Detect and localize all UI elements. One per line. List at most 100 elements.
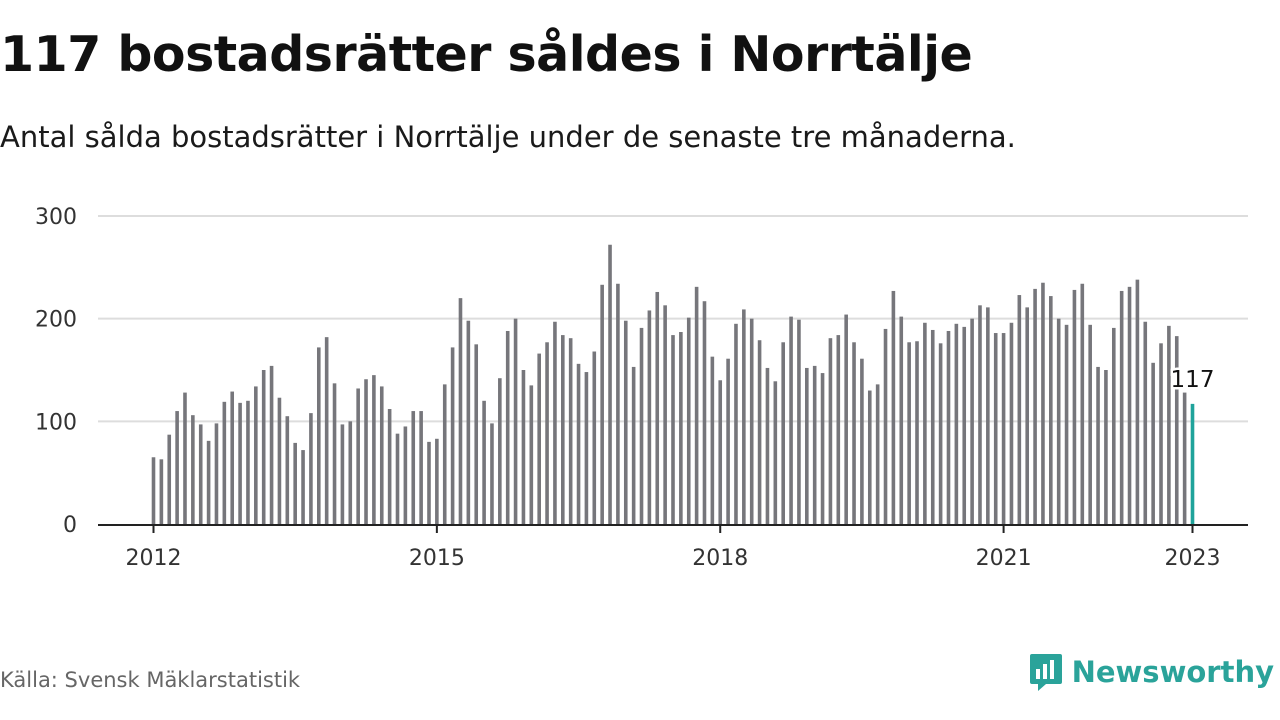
bar [167, 434, 172, 524]
bar [419, 411, 423, 524]
bar [214, 423, 219, 524]
bar [852, 342, 856, 524]
bar [348, 421, 353, 524]
bar [805, 367, 809, 524]
bar [1104, 370, 1108, 524]
bar [938, 343, 943, 524]
bar [1143, 321, 1148, 524]
highlight-value-label: 117 [1171, 367, 1215, 393]
bar [710, 356, 715, 524]
bar [387, 409, 392, 524]
bar [891, 290, 896, 524]
bar [379, 386, 384, 524]
bar [442, 384, 447, 524]
bar [867, 390, 872, 524]
bar [206, 440, 211, 524]
bar [159, 459, 164, 524]
bar [513, 318, 518, 524]
bar [812, 365, 817, 524]
brand-logo: Newsworthy [1028, 652, 1274, 692]
bar [970, 318, 974, 524]
bar [175, 411, 179, 524]
bar [1135, 279, 1140, 524]
bar [1025, 307, 1030, 524]
bar [623, 320, 628, 524]
bar [930, 329, 935, 524]
bar [663, 305, 667, 524]
bar [1080, 283, 1085, 524]
bar [923, 322, 927, 524]
bar [946, 330, 951, 524]
x-tick-label: 2012 [126, 546, 182, 571]
bar [340, 424, 345, 524]
bar [899, 316, 904, 524]
bar [631, 366, 636, 524]
bar [1151, 362, 1155, 524]
bar [907, 342, 911, 524]
bar [309, 413, 313, 524]
bar [993, 333, 998, 524]
bar [986, 307, 990, 524]
bar [647, 310, 652, 524]
bar [191, 415, 195, 524]
bar [561, 335, 565, 524]
bar [655, 291, 660, 524]
bar [686, 317, 691, 524]
bar [584, 372, 589, 524]
bar [639, 327, 644, 524]
bar [364, 379, 368, 524]
bar [435, 438, 439, 524]
bar [694, 286, 699, 524]
bar [1009, 322, 1014, 524]
bar [915, 341, 919, 524]
bar [301, 450, 305, 524]
bar [529, 385, 534, 524]
bar [246, 400, 250, 524]
y-tick-label: 100 [35, 410, 77, 435]
bar [568, 338, 573, 524]
x-tick-label: 2018 [692, 546, 748, 571]
bar [616, 283, 620, 524]
bar [450, 347, 455, 524]
bar [860, 358, 864, 524]
y-axis-tick-labels: 0 100 200 300 [35, 205, 77, 538]
bar [505, 330, 510, 524]
bar [411, 411, 416, 524]
bar [600, 284, 604, 524]
bar [718, 380, 723, 524]
x-axis-ticks: 2012 2015 2018 2021 2023 [126, 525, 1221, 571]
bar [765, 367, 770, 524]
bar [1159, 343, 1163, 524]
bar [789, 316, 793, 524]
bar [1056, 318, 1061, 524]
bar [1072, 289, 1077, 524]
bar [742, 309, 746, 524]
bar [521, 370, 526, 524]
bar [773, 381, 778, 524]
newsworthy-logo-icon [1029, 654, 1062, 691]
bar [285, 416, 290, 524]
chart-title: 117 bostadsrätter såldes i Norrtälje [0, 26, 973, 83]
bar [238, 402, 242, 524]
bar [1182, 392, 1187, 524]
bar [372, 375, 376, 524]
bar [734, 323, 738, 524]
bar [726, 358, 730, 524]
bar [403, 426, 408, 524]
bar [1127, 286, 1132, 524]
bar [261, 370, 266, 524]
bar [978, 305, 982, 524]
bar [679, 332, 683, 524]
bar [1119, 290, 1124, 524]
x-tick-label: 2023 [1165, 546, 1221, 571]
source-note: Källa: Svensk Mäklarstatistik [0, 668, 301, 692]
bar [576, 363, 581, 524]
bar [671, 335, 675, 524]
bar [395, 433, 400, 524]
bar [356, 388, 360, 524]
bar [490, 423, 494, 524]
bar [828, 338, 833, 524]
bar [1064, 324, 1069, 524]
bar [592, 351, 597, 524]
bar [1001, 333, 1006, 524]
